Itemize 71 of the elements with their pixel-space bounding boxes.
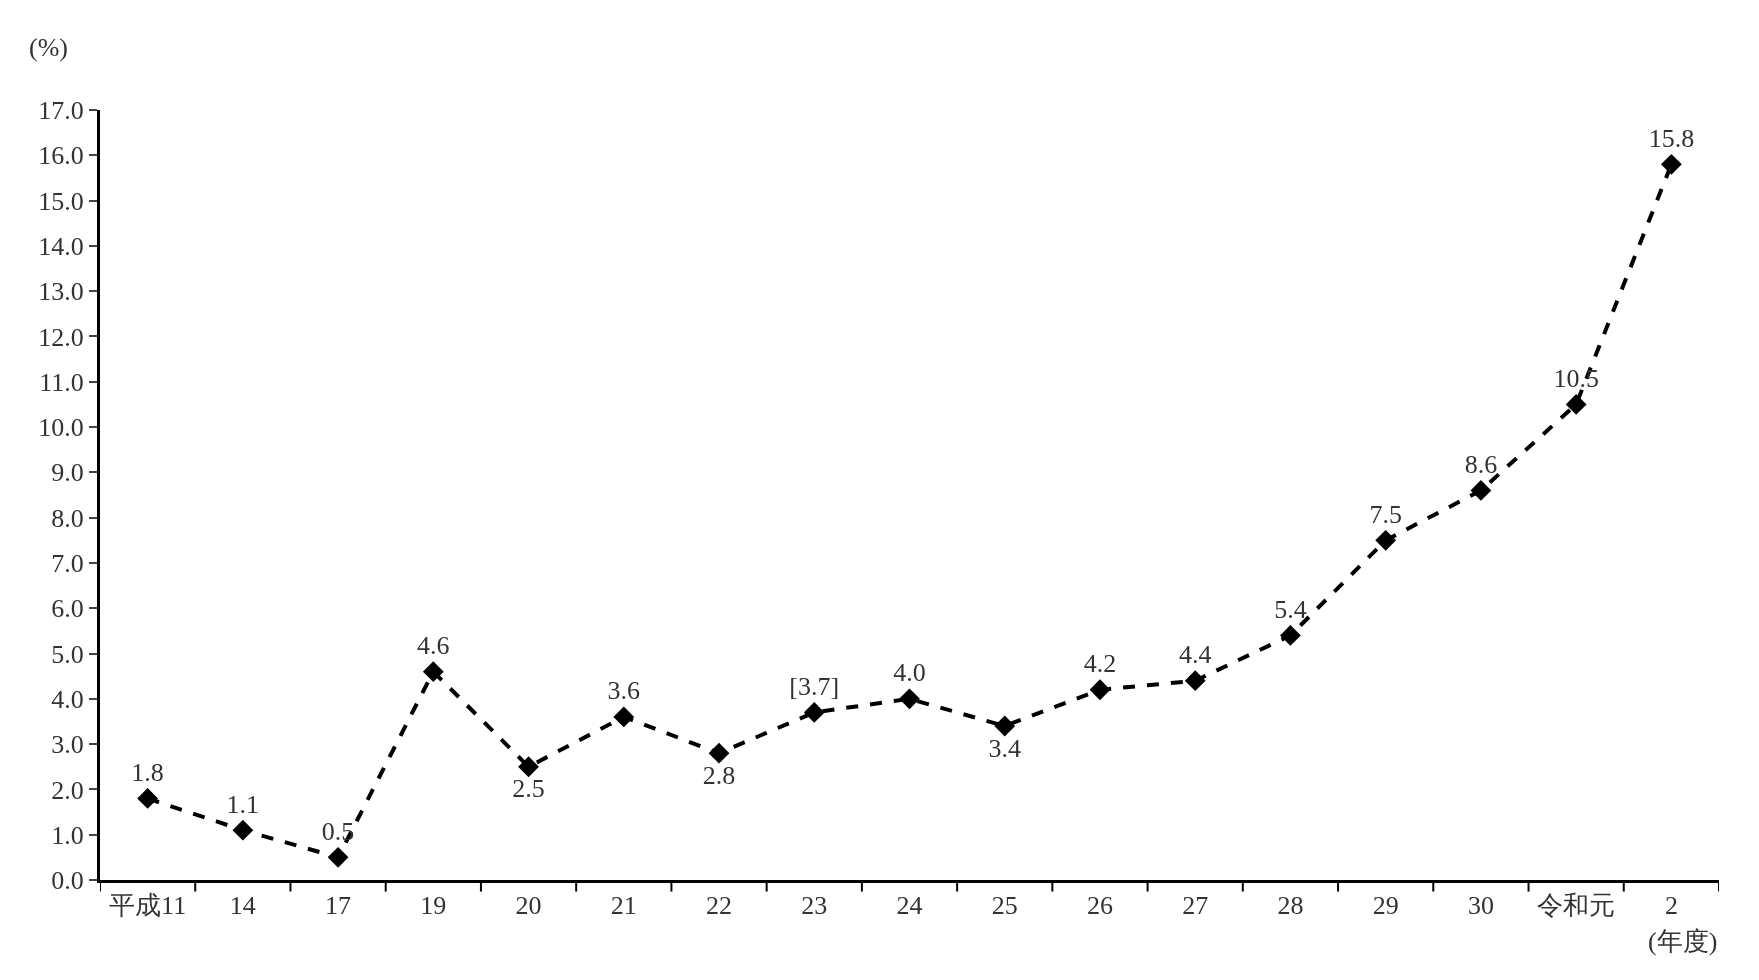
y-tick-label: 12.0 <box>38 322 84 352</box>
x-tick-label: 25 <box>991 891 1018 921</box>
data-label: [3.7] <box>789 671 840 701</box>
y-tick-label: 0.0 <box>51 866 84 896</box>
x-tick-label: 23 <box>801 891 828 921</box>
point <box>1089 679 1111 701</box>
x-tick-label: 22 <box>706 891 733 921</box>
point <box>422 661 444 683</box>
y-tick-label: 6.0 <box>51 594 84 624</box>
y-axis-title: (%) <box>29 33 68 62</box>
point <box>613 706 635 728</box>
data-label: 10.5 <box>1553 363 1599 393</box>
point <box>708 742 730 764</box>
point <box>899 688 920 710</box>
point <box>803 702 825 723</box>
y-tick-label: 5.0 <box>51 639 84 669</box>
x-tick-label: 24 <box>896 891 923 921</box>
x-tick-label: 20 <box>515 891 542 921</box>
data-label: 2.5 <box>512 774 545 804</box>
y-tick-label: 16.0 <box>38 141 84 171</box>
y-tick-label: 17.0 <box>38 96 84 126</box>
y-tick-label: 10.0 <box>38 413 84 443</box>
data-label: 4.6 <box>417 631 450 661</box>
y-tick-label: 8.0 <box>51 503 84 533</box>
data-label: 4.4 <box>1178 640 1212 670</box>
data-label: 3.6 <box>607 676 641 706</box>
x-tick-label: 21 <box>610 891 637 921</box>
x-axis-title: (年度) <box>1648 927 1718 956</box>
data-label: 15.8 <box>1648 123 1695 153</box>
data-label: 2.8 <box>702 760 736 790</box>
point <box>1660 153 1682 175</box>
y-tick-label: 9.0 <box>51 458 84 488</box>
data-label: 1.1 <box>226 789 260 819</box>
x-tick-label: 29 <box>1372 891 1399 921</box>
data-label: 3.4 <box>988 733 1021 763</box>
point <box>518 756 539 778</box>
x-tick-label: 26 <box>1086 891 1113 921</box>
y-tick-label: 3.0 <box>51 730 84 760</box>
x-tick-label: 令和元 <box>1537 891 1616 921</box>
x-tick-label: 14 <box>229 891 256 921</box>
y-tick-label: 14.0 <box>38 231 84 261</box>
x-tick-label: 2 <box>1664 891 1678 921</box>
data-label: 8.6 <box>1464 449 1498 479</box>
point <box>232 819 254 841</box>
data-label: 4.0 <box>893 658 926 688</box>
point <box>1565 394 1587 415</box>
y-tick-label: 1.0 <box>51 820 84 850</box>
point <box>1184 670 1206 692</box>
data-label: 7.5 <box>1369 499 1402 529</box>
x-tick-label: 17 <box>325 891 352 921</box>
y-tick-label: 15.0 <box>38 186 84 216</box>
data-label: 0.5 <box>321 816 355 846</box>
point <box>327 846 349 868</box>
data-label: 1.8 <box>131 757 164 787</box>
y-tick-label: 7.0 <box>51 549 84 579</box>
data-label: 4.2 <box>1083 649 1117 679</box>
point <box>1280 625 1301 646</box>
x-tick-label: 28 <box>1277 891 1304 921</box>
point <box>994 715 1016 737</box>
point <box>137 788 159 809</box>
x-tick-label: 19 <box>420 891 447 921</box>
y-tick-label: 4.0 <box>51 684 84 714</box>
data-label: 5.4 <box>1274 594 1307 624</box>
y-tick-label: 11.0 <box>39 367 84 397</box>
y-tick-label: 2.0 <box>51 775 84 805</box>
point <box>1375 529 1397 551</box>
point <box>1470 480 1492 501</box>
x-tick-label: 平成11 <box>109 891 187 921</box>
y-tick-label: 13.0 <box>38 277 84 307</box>
x-tick-label: 30 <box>1467 891 1494 921</box>
x-tick-label: 27 <box>1182 891 1209 921</box>
